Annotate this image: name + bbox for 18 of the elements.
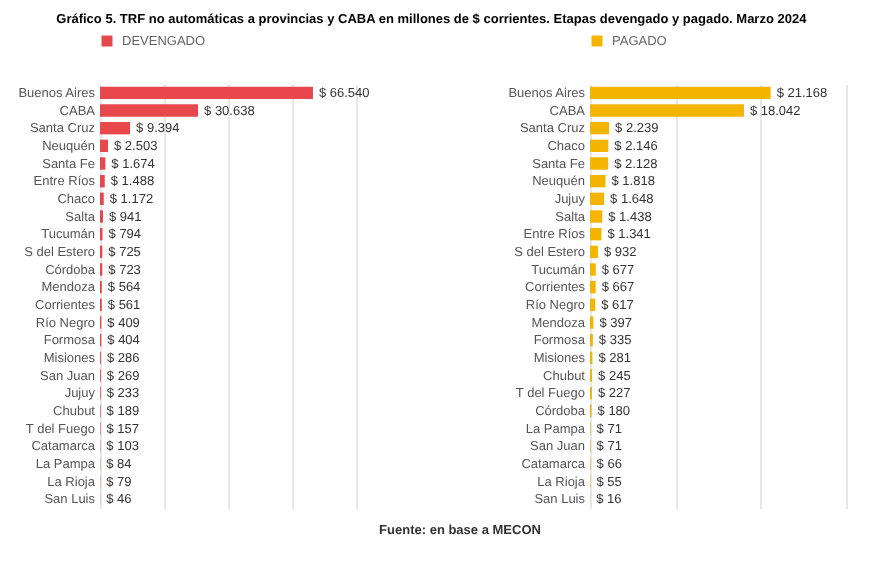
- bar: [590, 104, 744, 117]
- bar: [590, 227, 602, 241]
- bar: [590, 121, 610, 135]
- bar: [590, 210, 603, 223]
- bar: [590, 280, 596, 294]
- bar: [590, 192, 605, 206]
- bar: [590, 139, 609, 153]
- bar: [590, 157, 609, 170]
- bar: [590, 298, 596, 312]
- bar: [590, 86, 771, 100]
- bar: [100, 86, 313, 100]
- bar: [590, 245, 598, 259]
- bar: [100, 139, 109, 153]
- bar: [100, 104, 199, 117]
- bar: [590, 174, 606, 188]
- bar: [590, 263, 596, 276]
- bar: [100, 157, 106, 170]
- bar: [100, 121, 131, 135]
